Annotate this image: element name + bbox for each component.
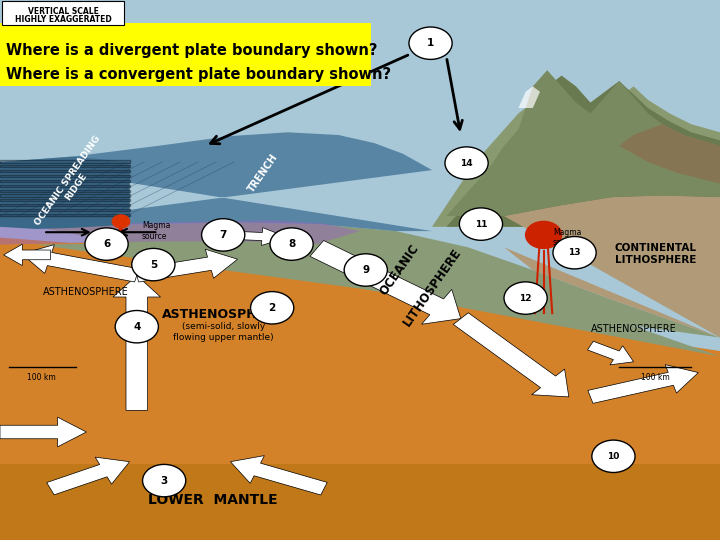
- FancyBboxPatch shape: [0, 209, 130, 211]
- Text: OCEANIC SPREADING
RIDGE: OCEANIC SPREADING RIDGE: [33, 134, 111, 233]
- Text: 100 km: 100 km: [27, 373, 56, 382]
- Text: 8: 8: [288, 239, 295, 249]
- FancyBboxPatch shape: [0, 194, 130, 197]
- Polygon shape: [0, 238, 720, 540]
- Text: TRENCH: TRENCH: [246, 152, 279, 194]
- FancyBboxPatch shape: [2, 1, 124, 25]
- FancyBboxPatch shape: [0, 180, 130, 182]
- Circle shape: [270, 228, 313, 260]
- Polygon shape: [0, 417, 86, 447]
- Polygon shape: [446, 70, 720, 216]
- Circle shape: [592, 440, 635, 472]
- Text: ASTHENOSPHERE: ASTHENOSPHERE: [162, 308, 284, 321]
- Text: HIGHLY EXAGGERATED: HIGHLY EXAGGERATED: [15, 16, 112, 24]
- Polygon shape: [619, 124, 720, 184]
- FancyBboxPatch shape: [0, 204, 130, 206]
- Polygon shape: [0, 162, 130, 229]
- FancyBboxPatch shape: [0, 170, 130, 172]
- FancyBboxPatch shape: [0, 165, 130, 167]
- Text: 12: 12: [519, 294, 532, 302]
- Text: 6: 6: [103, 239, 110, 249]
- Text: ASTHENOSPHERE: ASTHENOSPHERE: [590, 325, 677, 334]
- Text: 14: 14: [460, 159, 473, 167]
- Polygon shape: [47, 457, 130, 495]
- Polygon shape: [446, 76, 720, 227]
- Circle shape: [202, 219, 245, 251]
- Polygon shape: [223, 228, 288, 245]
- Polygon shape: [588, 341, 634, 365]
- Polygon shape: [0, 464, 720, 540]
- Polygon shape: [4, 244, 50, 266]
- Text: 11: 11: [474, 220, 487, 228]
- Text: Magma
source: Magma source: [553, 228, 581, 247]
- Text: 5: 5: [150, 260, 157, 269]
- Text: OCEANIC: OCEANIC: [377, 242, 422, 298]
- Polygon shape: [454, 313, 569, 397]
- Polygon shape: [22, 245, 139, 282]
- Text: 100 km: 100 km: [641, 373, 670, 382]
- Circle shape: [445, 147, 488, 179]
- Text: LOWER  MANTLE: LOWER MANTLE: [148, 492, 277, 507]
- FancyBboxPatch shape: [0, 185, 130, 187]
- Polygon shape: [230, 456, 327, 495]
- FancyBboxPatch shape: [0, 23, 371, 86]
- Polygon shape: [0, 157, 130, 227]
- FancyBboxPatch shape: [0, 199, 130, 201]
- Text: LITHOSPHERE: LITHOSPHERE: [400, 246, 464, 329]
- Circle shape: [459, 208, 503, 240]
- Polygon shape: [36, 222, 720, 356]
- FancyBboxPatch shape: [0, 160, 130, 163]
- Text: Where is a convergent plate boundary shown?: Where is a convergent plate boundary sho…: [6, 67, 391, 82]
- Text: (semi-solid, slowly
flowing upper mantle): (semi-solid, slowly flowing upper mantle…: [173, 322, 274, 342]
- Polygon shape: [518, 86, 540, 108]
- FancyBboxPatch shape: [0, 175, 130, 177]
- Polygon shape: [310, 240, 461, 324]
- Circle shape: [143, 464, 186, 497]
- Text: Where is a divergent plate boundary shown?: Where is a divergent plate boundary show…: [6, 43, 377, 58]
- Text: CONTINENTAL
LITHOSPHERE: CONTINENTAL LITHOSPHERE: [614, 243, 696, 265]
- Polygon shape: [432, 86, 720, 227]
- Circle shape: [132, 248, 175, 281]
- Circle shape: [85, 228, 128, 260]
- Polygon shape: [0, 0, 720, 243]
- FancyBboxPatch shape: [0, 214, 130, 216]
- Circle shape: [115, 310, 158, 343]
- Text: 13: 13: [568, 248, 581, 257]
- Polygon shape: [0, 0, 720, 313]
- Circle shape: [504, 282, 547, 314]
- Text: ASTHENOSPHERE: ASTHENOSPHERE: [43, 287, 129, 296]
- Circle shape: [526, 221, 562, 248]
- Text: 7: 7: [220, 230, 227, 240]
- Circle shape: [409, 27, 452, 59]
- Text: 10: 10: [607, 452, 620, 461]
- Text: 1: 1: [427, 38, 434, 48]
- Polygon shape: [135, 249, 238, 282]
- Text: 3: 3: [161, 476, 168, 485]
- Polygon shape: [0, 132, 432, 231]
- Polygon shape: [113, 275, 161, 410]
- Text: 2: 2: [269, 303, 276, 313]
- FancyBboxPatch shape: [0, 190, 130, 192]
- Circle shape: [112, 215, 130, 228]
- Text: 9: 9: [362, 265, 369, 275]
- Polygon shape: [588, 364, 698, 403]
- Circle shape: [251, 292, 294, 324]
- Text: Magma
source: Magma source: [142, 221, 170, 241]
- Polygon shape: [504, 195, 720, 338]
- Text: VERTICAL SCALE: VERTICAL SCALE: [28, 7, 99, 16]
- Polygon shape: [0, 220, 360, 245]
- Circle shape: [553, 237, 596, 269]
- Text: 4: 4: [133, 322, 140, 332]
- Circle shape: [344, 254, 387, 286]
